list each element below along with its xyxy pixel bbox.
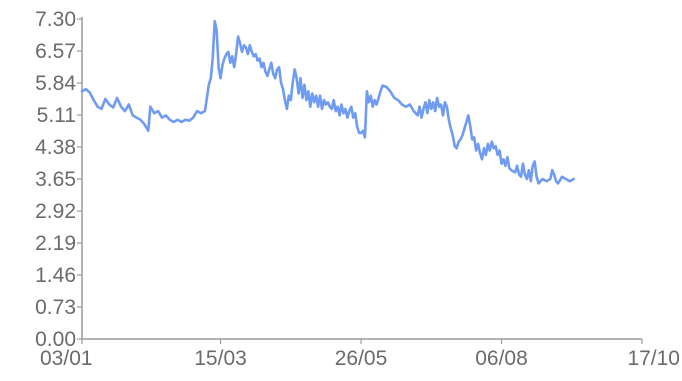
y-tick-label: 2.92 [35,200,76,223]
series-line-0 [80,19,575,185]
y-tick-label: 6.57 [35,40,76,63]
x-axis: 03/01 15/03 26/05 06/08 17/10 [40,338,680,370]
series-layer [80,19,575,185]
y-tick-label: 7.30 [35,8,76,31]
y-tick-label: 1.46 [35,264,76,287]
x-tick-label: 17/10 [627,347,680,370]
x-tick-label: 03/01 [40,347,93,370]
x-tick-label: 06/08 [475,347,528,370]
y-tick-label: 4.38 [35,136,76,159]
y-tick-label: 2.19 [35,232,76,255]
x-tick-label: 26/05 [335,347,388,370]
x-tick-label: 15/03 [194,347,247,370]
y-tick-label: 5.84 [35,72,76,95]
y-axis: 0.00 0.73 1.46 2.19 2.92 3.65 4.38 5.11 5.84 6.57… [35,8,83,351]
y-tick-label: 0.00 [35,328,76,351]
y-tick-label: 3.65 [35,168,76,191]
y-tick-label: 0.73 [35,296,76,319]
y-tick-label: 5.11 [37,104,76,127]
